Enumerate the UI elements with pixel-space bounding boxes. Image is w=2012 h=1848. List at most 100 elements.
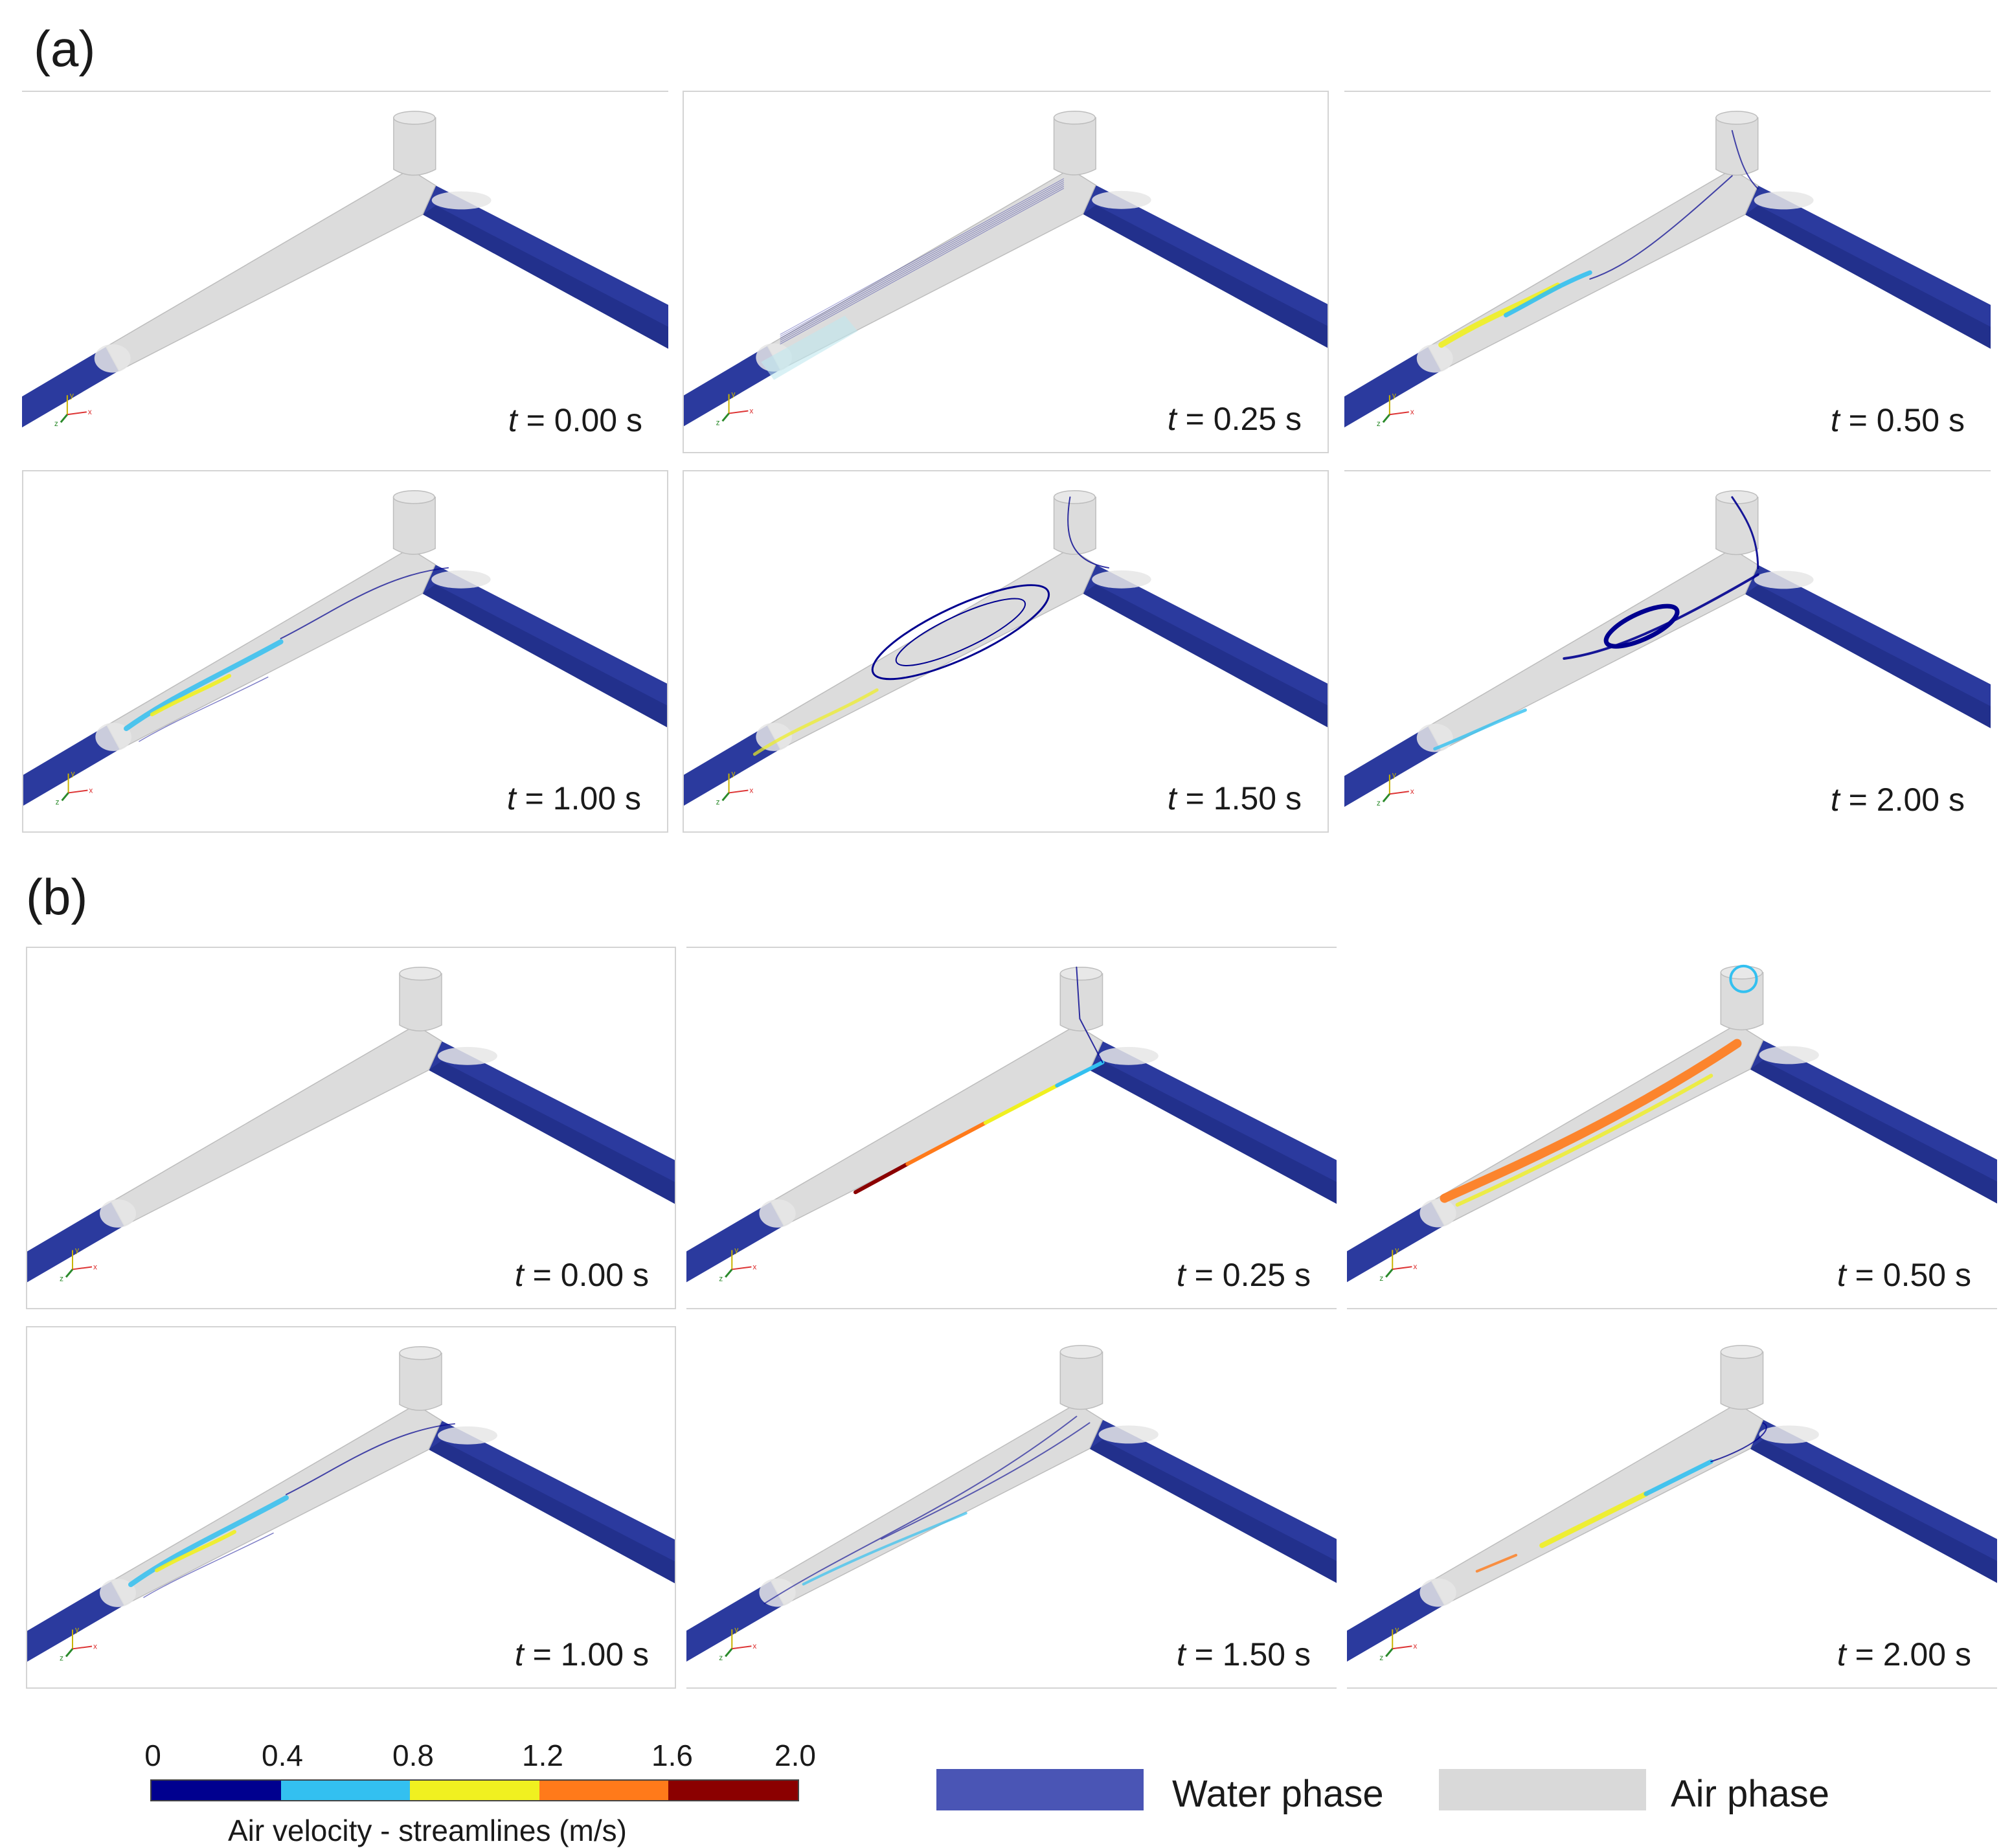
water-phase-swatch <box>936 1769 1144 1810</box>
axis-x-label: x <box>752 1641 756 1651</box>
water-column-left <box>27 1202 124 1283</box>
water-column-left <box>684 346 781 427</box>
riser-shaft <box>1053 496 1096 555</box>
interface-right <box>431 191 492 210</box>
simulation-view: y x z <box>686 1345 1337 1662</box>
air-pocket-pipe <box>1430 1403 1764 1606</box>
streamline-fast-jet <box>983 1083 1059 1125</box>
axis-y-label: y <box>734 1625 738 1634</box>
streamline-fast-jet <box>853 1162 910 1195</box>
water-column-shade <box>1745 585 1991 728</box>
colorbar-tick-5: 2.0 <box>774 1739 816 1772</box>
air-pocket-pipe <box>1427 548 1759 751</box>
streamlines-group <box>1475 1422 1767 1573</box>
axis-z <box>65 1648 74 1658</box>
interface-right <box>1754 191 1814 210</box>
time-label: t = 1.00 s <box>514 1636 649 1673</box>
time-unit: s <box>1285 780 1302 817</box>
air-pocket-pipe <box>1427 168 1759 372</box>
simulation-view: y x z <box>27 1346 675 1662</box>
axis-x <box>1389 791 1409 795</box>
axis-z <box>1385 1268 1394 1278</box>
axis-y-label: y <box>734 1246 738 1255</box>
axis-y-label: y <box>75 1246 79 1255</box>
simulation-view: y x z <box>1344 490 1991 807</box>
streamline-medium <box>1644 1459 1713 1496</box>
axis-y-label: y <box>1392 770 1396 779</box>
recirculation-vortex <box>895 598 1026 666</box>
streamline-slow <box>139 676 269 742</box>
interface-left <box>759 1578 796 1607</box>
panel-a-4: y x z t = 1.00 s <box>22 470 668 833</box>
interface-left <box>94 344 131 373</box>
time-value: 0.25 <box>1213 401 1277 437</box>
axis-z-label: z <box>716 797 720 806</box>
riser-top <box>399 967 442 981</box>
streamline-medium <box>1504 270 1592 318</box>
axis-z <box>1382 414 1391 423</box>
time-symbol: t <box>514 1636 524 1673</box>
panel-b-3: y x z t = 0.50 s <box>1347 947 1997 1309</box>
axis-z-label: z <box>60 1653 63 1662</box>
panel-a-3: y x z t = 0.50 s <box>1344 91 1991 453</box>
colorbar-bin-1 <box>152 1781 281 1800</box>
time-label: t = 0.00 s <box>514 1257 649 1293</box>
riser-shaft <box>1059 973 1103 1031</box>
colorbar-tick-3: 1.2 <box>522 1739 563 1772</box>
riser-shaft <box>393 117 436 176</box>
recirculation-vortex <box>1603 603 1680 649</box>
streamline-medium <box>1539 1491 1649 1548</box>
time-unit: s <box>1294 1636 1311 1673</box>
axis-y-label: y <box>71 769 75 778</box>
axis-z-label: z <box>1379 1653 1383 1662</box>
axis-z <box>1385 1648 1394 1658</box>
water-column-shade <box>1745 205 1991 349</box>
time-label: t = 2.00 s <box>1837 1636 1971 1673</box>
time-label: t = 2.00 s <box>1830 782 1965 818</box>
streamline-medium <box>1433 708 1527 750</box>
panel-b-1: y x z t = 0.00 s <box>26 947 676 1309</box>
time-symbol: t <box>1167 780 1177 817</box>
water-column-shade <box>1750 1060 1997 1204</box>
axis-x <box>1392 1266 1412 1270</box>
time-label: t = 1.00 s <box>506 780 641 817</box>
panel-b-5: y x z t = 1.50 s <box>686 1326 1337 1689</box>
streamline-medium <box>802 1511 967 1586</box>
time-value: 0.00 <box>554 402 618 438</box>
interface-right <box>1098 1046 1159 1065</box>
streamlines-group <box>853 966 1105 1195</box>
axis-z-label: z <box>56 797 60 806</box>
riser-top <box>1059 967 1103 981</box>
axis-x-label: x <box>749 406 753 415</box>
axis-x-label: x <box>93 1641 97 1651</box>
time-value: 0.25 <box>1222 1257 1286 1293</box>
streamlines-group <box>763 1415 1091 1605</box>
air-phase-swatch <box>1439 1769 1646 1810</box>
interface-left <box>1419 1199 1456 1228</box>
streamlines-group <box>1438 130 1759 348</box>
axis-x <box>72 1266 93 1270</box>
axis-x-label: x <box>1410 407 1414 416</box>
panel-b-2: y x z t = 0.25 s <box>686 947 1337 1309</box>
axis-x <box>729 789 749 794</box>
air-pocket-pipe <box>105 168 436 372</box>
axis-x-label: x <box>89 785 93 794</box>
panel-a-5: y x z t = 1.50 s <box>683 470 1329 833</box>
water-column-left <box>1347 1201 1445 1283</box>
streamline-fast <box>150 673 232 717</box>
axis-x-label: x <box>1413 1262 1417 1271</box>
streamlines-group <box>752 496 1110 756</box>
axis-triad: y x z <box>1379 1245 1417 1283</box>
axis-z-label: z <box>54 419 58 428</box>
water-column-shade <box>1750 1439 1997 1583</box>
time-symbol: t <box>1167 401 1177 437</box>
axis-z-label: z <box>716 418 720 427</box>
axis-y-label: y <box>732 769 736 778</box>
axis-triad: y x z <box>719 1625 756 1662</box>
axis-x-label: x <box>88 407 92 416</box>
streamlines-group <box>128 1423 455 1598</box>
axis-z <box>721 412 730 422</box>
time-value: 1.00 <box>560 1636 624 1673</box>
time-value: 0.50 <box>1876 402 1940 438</box>
air-pocket-pipe <box>110 1024 442 1226</box>
